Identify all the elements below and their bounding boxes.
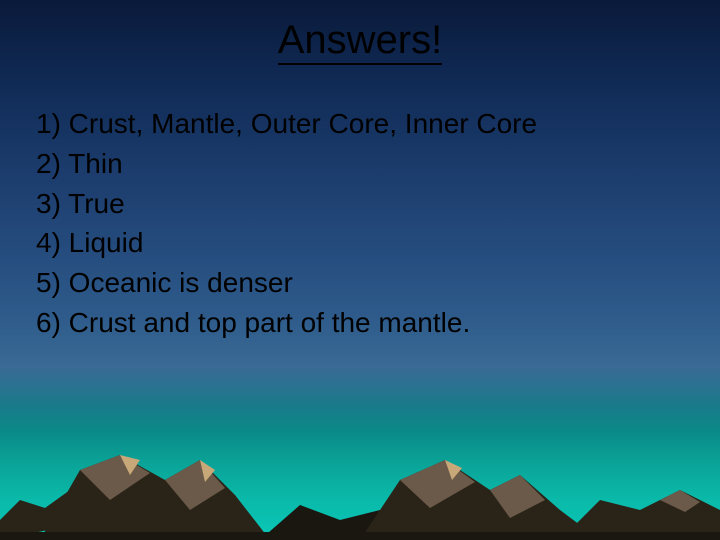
answer-line: 6) Crust and top part of the mantle.: [36, 303, 684, 343]
answer-line: 3) True: [36, 184, 684, 224]
slide-title-text: Answers!: [278, 18, 443, 65]
slide-title: Answers!: [0, 18, 720, 63]
answer-line: 5) Oceanic is denser: [36, 263, 684, 303]
answer-line: 1) Crust, Mantle, Outer Core, Inner Core: [36, 104, 684, 144]
slide: Answers! 1) Crust, Mantle, Outer Core, I…: [0, 0, 720, 540]
answer-line: 4) Liquid: [36, 223, 684, 263]
slide-body: 1) Crust, Mantle, Outer Core, Inner Core…: [36, 104, 684, 343]
answer-line: 2) Thin: [36, 144, 684, 184]
mountains-graphic: [0, 360, 720, 540]
